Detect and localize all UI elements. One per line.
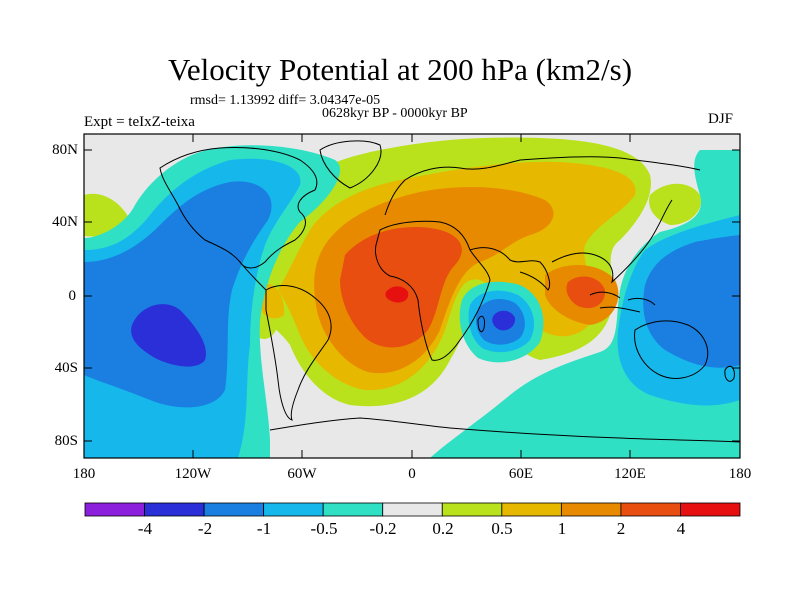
y-tick-40n: 40N — [52, 214, 78, 230]
colorbar — [84, 502, 741, 517]
coastlines — [159, 140, 740, 443]
colorbar-swatch — [84, 502, 145, 517]
coast-new-zealand — [724, 365, 735, 382]
contour-blue-neg1-west — [84, 181, 272, 408]
season-label: DJF — [708, 111, 734, 127]
x-tick-120w: 120W — [174, 466, 212, 482]
contour-red-indian — [566, 276, 606, 309]
colorbar-label: 2 — [616, 519, 626, 538]
colorbar-label: 4 — [676, 519, 686, 538]
coast-greenland — [319, 140, 382, 189]
x-tick-0: 0 — [408, 466, 416, 482]
colorbar-swatch — [501, 502, 562, 517]
colorbar-label: -0.2 — [369, 519, 397, 538]
y-tick-40s: 40S — [54, 360, 78, 376]
colorbar-swatch — [441, 502, 503, 517]
coast-europe — [384, 156, 701, 216]
colorbar-swatch — [560, 502, 622, 517]
colorbar-swatch — [263, 502, 324, 517]
coast-south-america — [265, 285, 332, 421]
x-tick-180e: 180 — [728, 466, 752, 482]
coast-antarctica — [269, 417, 740, 443]
colorbar-swatch — [203, 502, 265, 517]
colorbar-swatch — [680, 502, 741, 517]
contour-blue-neg1-east — [643, 235, 740, 368]
coast-australia — [634, 320, 709, 379]
x-tick-60w: 60W — [287, 466, 317, 482]
y-tick-80s: 80S — [54, 433, 78, 449]
colorbar-swatch — [620, 502, 681, 517]
coast-central-america — [239, 261, 267, 291]
y-tick-80n: 80N — [52, 142, 78, 158]
colorbar-swatch — [382, 502, 443, 517]
colorbar-label: 1 — [557, 519, 567, 538]
coast-maritime-continent — [589, 291, 656, 313]
colorbar-label: -4 — [137, 519, 153, 538]
coast-asia-east — [551, 199, 673, 284]
coast-arabia-india — [469, 247, 551, 291]
plot-title: Velocity Potential at 200 hPa (km2/s) — [167, 52, 633, 87]
coast-africa — [375, 220, 491, 361]
colorbar-label: 0.5 — [491, 519, 513, 538]
experiment-label: Expt = teIxZ-teixa — [84, 114, 195, 130]
x-tick-120e: 120E — [614, 466, 646, 482]
colorbar-swatch — [322, 502, 384, 517]
stats-text: rmsd= 1.13992 diff= 3.04347e-05 — [190, 93, 381, 108]
y-tick-0: 0 — [68, 288, 77, 304]
contour-darkblue-neg2-pacific — [131, 304, 206, 367]
colorbar-label: 0.2 — [432, 519, 454, 538]
contour-bright-red-4 — [385, 286, 409, 303]
x-tick-180w: 180 — [72, 466, 96, 482]
x-tick-60e: 60E — [508, 466, 534, 482]
colorbar-swatch — [144, 502, 205, 517]
coast-north-america — [159, 147, 318, 269]
contour-darkblue-neg2-africa — [492, 310, 516, 331]
coast-madagascar — [477, 315, 485, 333]
period-text: 0628kyr BP - 0000kyr BP — [322, 106, 468, 121]
contour-yellow-pacific-patch — [649, 183, 701, 225]
tick-marks — [83, 134, 741, 458]
colorbar-label: -1 — [256, 519, 272, 538]
colorbar-label: -0.5 — [310, 519, 338, 538]
colorbar-label: -2 — [197, 519, 213, 538]
